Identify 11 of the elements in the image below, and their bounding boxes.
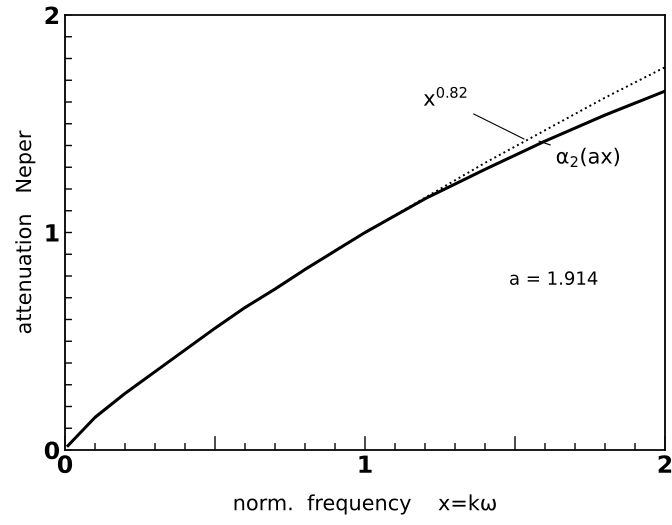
y-tick-label: 2 [46, 6, 58, 24]
annotation: x$^{0.82}$ [424, 86, 466, 106]
x-tick-label: 1 [359, 456, 372, 473]
annotation: α$_{2}$(ax) [556, 148, 620, 167]
y-tick-label: 0 [44, 441, 60, 460]
annotation: a = 1.914 [510, 271, 598, 285]
x-tick-label: 2 [658, 455, 672, 473]
x-axis-title: norm. frequency x=kω [234, 494, 496, 515]
y-axis-title: attenuation Neper [15, 130, 36, 334]
y-tick-label: 1 [46, 224, 59, 242]
x-tick-label: 0 [58, 455, 72, 474]
